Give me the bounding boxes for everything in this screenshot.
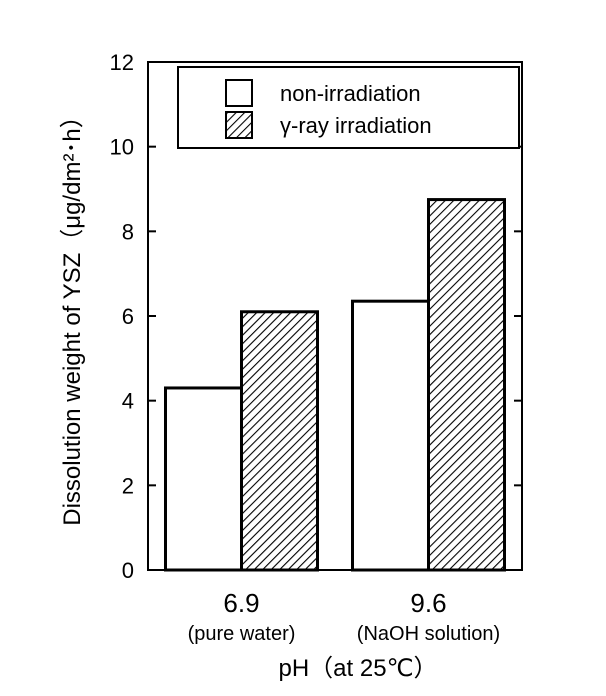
y-axis-ticks: 0 2 4 6 8 10 12 <box>110 50 522 583</box>
y-tick-label: 2 <box>122 473 134 498</box>
x-tick-label: 9.6 <box>410 588 446 618</box>
legend-swatch-non-irradiation <box>225 79 253 107</box>
bar-non-irradiation-0 <box>164 386 243 572</box>
y-tick-label: 8 <box>122 219 134 244</box>
y-tick-label: 4 <box>122 389 134 414</box>
x-tick-sublabel: (pure water) <box>188 623 296 645</box>
y-tick-label: 10 <box>110 135 134 160</box>
legend-swatch-gamma-ray <box>225 111 253 139</box>
legend: non-irradiation γ-ray irradiation <box>177 66 520 149</box>
bar-gamma-ray-0 <box>240 310 319 572</box>
y-tick-label: 0 <box>122 558 134 583</box>
x-axis-tick-labels: 6.9 (pure water) 9.6 (NaOH solution) <box>188 588 501 645</box>
y-tick-label: 6 <box>122 304 134 329</box>
x-axis-label: pH（at 25℃） <box>278 655 437 682</box>
x-tick-sublabel: (NaOH solution) <box>357 623 500 645</box>
bar-non-irradiation-1 <box>351 299 430 572</box>
y-axis-label: Dissolution weight of YSZ（μg/dm²･h） <box>59 104 86 526</box>
legend-label-non-irradiation: non-irradiation <box>280 81 421 106</box>
bar-gamma-ray-1 <box>427 198 506 572</box>
plot-frame <box>147 61 523 571</box>
y-tick-label: 12 <box>110 50 134 75</box>
bars <box>164 198 506 572</box>
x-tick-label: 6.9 <box>223 588 259 618</box>
legend-label-gamma-ray: γ-ray irradiation <box>280 113 432 138</box>
